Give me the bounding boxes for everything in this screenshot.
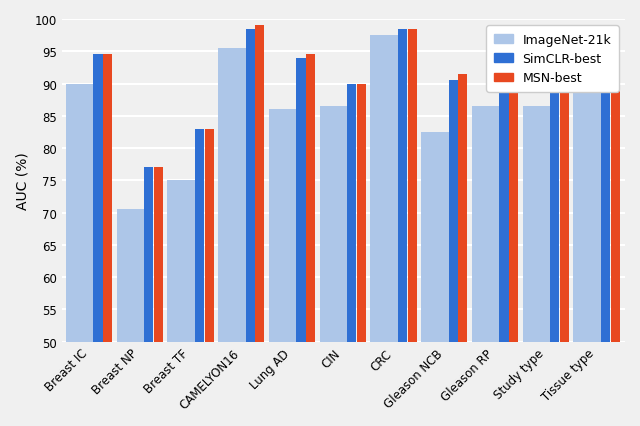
Bar bbox=[205, 130, 214, 342]
Bar bbox=[93, 55, 102, 342]
Bar bbox=[472, 107, 505, 342]
Bar bbox=[356, 84, 366, 342]
Bar bbox=[66, 84, 99, 342]
Bar bbox=[296, 59, 305, 342]
Bar bbox=[601, 49, 610, 342]
Bar bbox=[560, 43, 569, 342]
Bar bbox=[116, 210, 150, 342]
Bar bbox=[269, 110, 302, 342]
Bar bbox=[103, 55, 112, 342]
Bar bbox=[255, 26, 264, 342]
Bar bbox=[306, 55, 315, 342]
Bar bbox=[611, 52, 620, 342]
Bar bbox=[550, 43, 559, 342]
Bar bbox=[523, 107, 556, 342]
Bar bbox=[246, 30, 255, 342]
Bar bbox=[218, 49, 252, 342]
Y-axis label: AUC (%): AUC (%) bbox=[15, 152, 29, 210]
Bar bbox=[320, 107, 353, 342]
Bar bbox=[168, 181, 200, 342]
Bar bbox=[154, 168, 163, 342]
Bar bbox=[398, 30, 407, 342]
Bar bbox=[499, 72, 509, 342]
Bar bbox=[371, 36, 403, 342]
Bar bbox=[573, 84, 607, 342]
Bar bbox=[421, 132, 454, 342]
Bar bbox=[195, 130, 204, 342]
Bar bbox=[449, 81, 458, 342]
Bar bbox=[347, 84, 356, 342]
Bar bbox=[458, 75, 467, 342]
Bar bbox=[144, 168, 153, 342]
Legend: ImageNet-21k, SimCLR-best, MSN-best: ImageNet-21k, SimCLR-best, MSN-best bbox=[486, 26, 619, 92]
Bar bbox=[408, 30, 417, 342]
Bar bbox=[509, 72, 518, 342]
